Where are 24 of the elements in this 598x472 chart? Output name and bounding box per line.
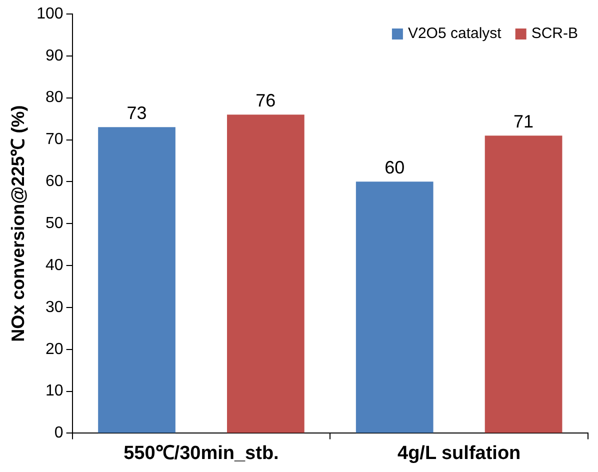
y-tick-label: 40 <box>46 256 64 274</box>
y-tick-label: 90 <box>46 47 64 64</box>
y-tick-label: 0 <box>54 424 64 442</box>
data-label: 60 <box>384 158 405 178</box>
legend-label: SCR-B <box>531 25 578 42</box>
y-tick-label: 70 <box>46 131 64 148</box>
x-tick-label: 4g/L sulfation <box>397 442 521 464</box>
y-tick-label: 20 <box>46 340 64 358</box>
x-tick-label: 550℃/30min_stb. <box>124 442 279 464</box>
y-tick-label: 100 <box>36 5 64 22</box>
y-tick-label: 60 <box>46 173 64 190</box>
data-label: 76 <box>256 90 276 111</box>
bar <box>356 182 434 433</box>
bar <box>98 127 176 433</box>
y-tick-label: 10 <box>46 382 64 400</box>
data-label: 73 <box>126 103 147 124</box>
y-tick-label: 30 <box>46 298 64 316</box>
y-tick-label: 80 <box>46 89 64 106</box>
data-label: 71 <box>514 112 534 132</box>
bar <box>227 114 304 433</box>
bar <box>484 136 562 433</box>
y-tick-label: 50 <box>46 215 64 232</box>
legend-label: V2O5 catalyst <box>408 25 502 42</box>
y-axis-title: NOx conversion@225℃ (%) <box>8 105 28 342</box>
